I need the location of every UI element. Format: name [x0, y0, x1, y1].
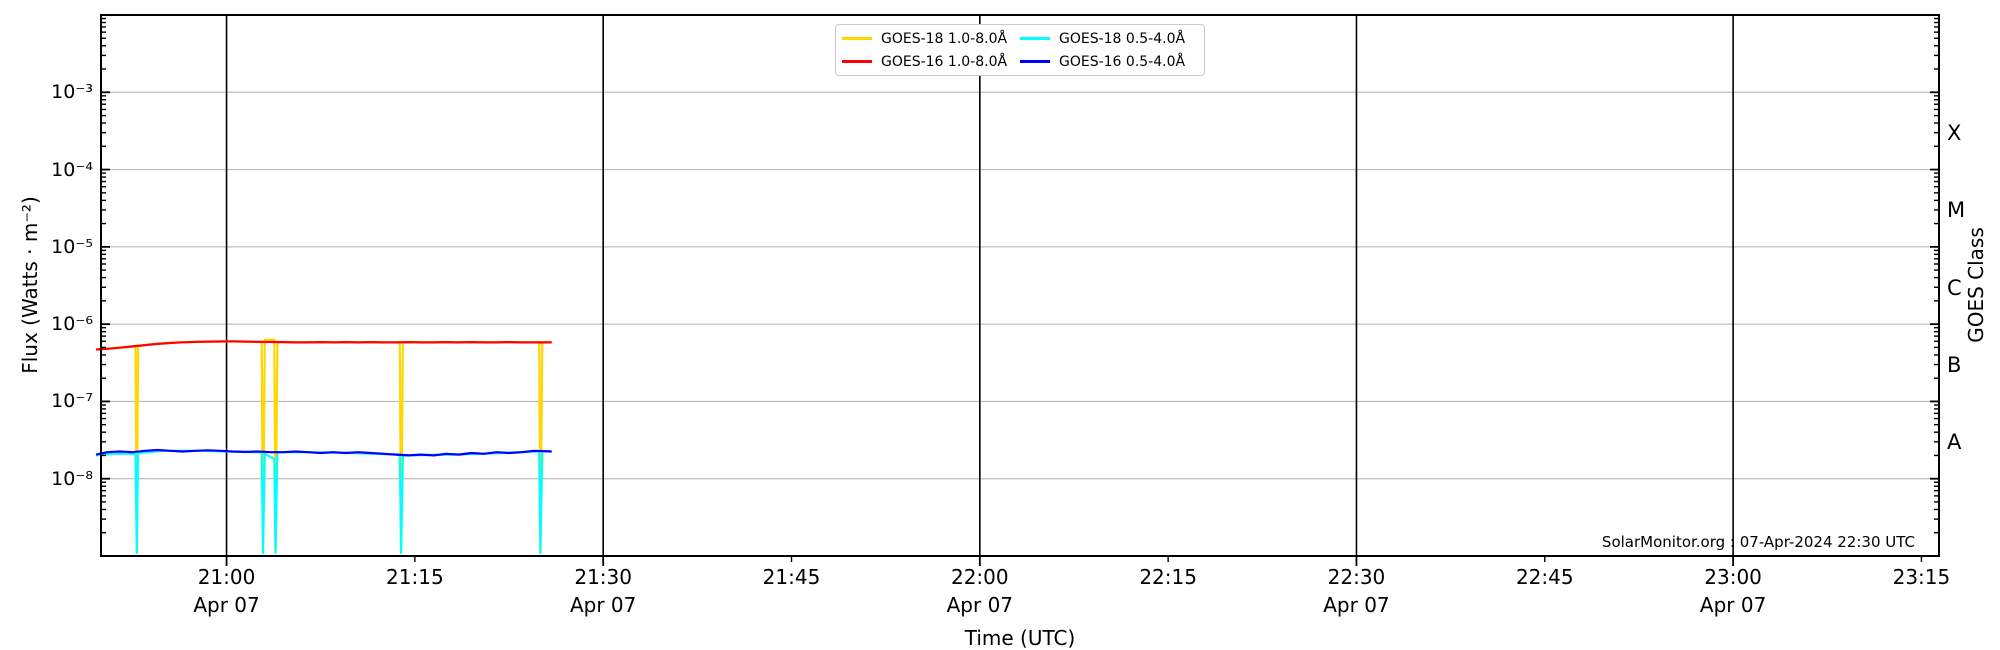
legend-item: GOES-18 0.5-4.0Å: [1020, 27, 1198, 50]
x-tick-label: 22:45: [1515, 565, 1574, 589]
series-goes-18-0-5-4-0-: [95, 449, 552, 554]
goes-class-letter: C: [1947, 275, 1962, 300]
legend-item: GOES-16 1.0-8.0Å: [842, 50, 1020, 73]
x-tick-sublabel: Apr 07: [569, 593, 637, 617]
x-tick-label: 22:30: [1327, 565, 1386, 589]
legend-item-label: GOES-16 0.5-4.0Å: [1059, 53, 1186, 70]
x-tick-sublabel: Apr 07: [193, 593, 260, 617]
x-tick-label: 23:15: [1892, 565, 1951, 589]
y-tick-label: 10⁻⁴: [51, 158, 93, 181]
x-tick-label: 22:15: [1139, 565, 1197, 589]
series-goes-16-1-0-8-0-: [95, 340, 552, 351]
goes-class-letter: X: [1947, 120, 1962, 145]
legend-line-sample: [842, 60, 872, 63]
x-tick-label: 21:45: [762, 565, 821, 589]
series-goes-16-0-5-4-0-: [95, 448, 552, 457]
y-tick-label: 10⁻³: [51, 81, 93, 104]
y-tick-label: 10⁻⁵: [51, 235, 93, 258]
x-tick-label: 21:30: [574, 565, 632, 589]
series-goes-18-1-0-8-0-: [95, 338, 552, 554]
legend-item-label: GOES-18 1.0-8.0Å: [881, 30, 1008, 47]
goes-class-letter: M: [1947, 198, 1966, 223]
right-axis-label: GOES Class: [1964, 227, 1988, 343]
x-axis-label: Time (UTC): [964, 626, 1076, 650]
plot-frame: [100, 14, 1940, 557]
y-axis-label: Flux (Watts · m⁻²): [18, 196, 42, 374]
legend: GOES-18 1.0-8.0Å GOES-16 1.0-8.0Å GOES-18 …: [835, 24, 1205, 76]
legend-item-label: GOES-16 1.0-8.0Å: [881, 53, 1008, 70]
goes-class-letter: B: [1947, 352, 1962, 377]
x-tick-label: 21:00: [197, 565, 256, 589]
legend-line-sample: [1020, 60, 1050, 63]
y-tick-label: 10⁻⁷: [51, 390, 93, 413]
legend-item: GOES-16 0.5-4.0Å: [1020, 50, 1198, 73]
legend-line-sample: [1020, 37, 1050, 40]
goes-class-letter: A: [1947, 430, 1962, 455]
legend-item: GOES-18 1.0-8.0Å: [842, 27, 1020, 50]
x-tick-sublabel: Apr 07: [1699, 593, 1767, 617]
y-tick-label: 10⁻⁸: [51, 467, 93, 490]
x-tick-label: 23:00: [1704, 565, 1762, 589]
legend-item-label: GOES-18 0.5-4.0Å: [1059, 30, 1186, 47]
x-tick-sublabel: Apr 07: [1323, 593, 1390, 617]
legend-line-sample: [842, 37, 872, 40]
x-tick-label: 21:15: [386, 565, 444, 589]
x-tick-sublabel: Apr 07: [946, 593, 1014, 617]
y-tick-label: 10⁻⁶: [51, 313, 93, 336]
x-tick-label: 22:00: [950, 565, 1009, 589]
watermark-text: SolarMonitor.org : 07-Apr-2024 22:30 UTC: [1601, 533, 1915, 551]
